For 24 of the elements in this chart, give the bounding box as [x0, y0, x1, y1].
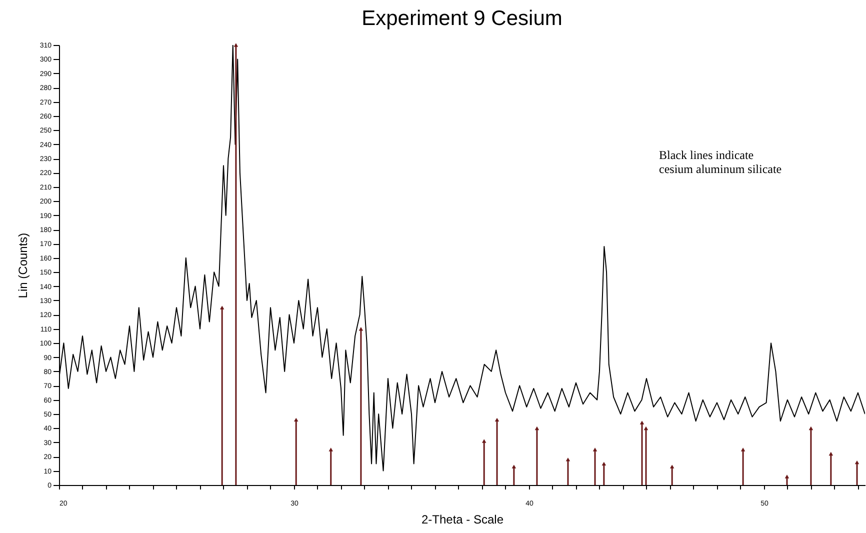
- point: [740, 448, 746, 452]
- point: [566, 458, 570, 462]
- point: [534, 426, 540, 430]
- y-axis-title: Lin (Counts): [16, 232, 30, 298]
- point: [358, 327, 364, 331]
- point: [854, 460, 860, 464]
- x-axis-title: 2-Theta - Scale: [421, 512, 504, 526]
- point: [808, 426, 814, 430]
- chart-title: Experiment 9 Cesium: [362, 7, 562, 30]
- point: [494, 418, 500, 422]
- point: [670, 464, 674, 468]
- annotation: Black lines indicate cesium aluminum silicate: [659, 148, 782, 176]
- point: [592, 448, 598, 452]
- point: [234, 43, 238, 47]
- point: [328, 448, 333, 452]
- point: [644, 426, 648, 430]
- point: [294, 418, 298, 422]
- point: [602, 462, 606, 466]
- point: [640, 420, 644, 424]
- point: [828, 452, 834, 456]
- point: [784, 474, 790, 478]
- point: [220, 306, 224, 310]
- point: [512, 464, 516, 468]
- point: [482, 439, 486, 443]
